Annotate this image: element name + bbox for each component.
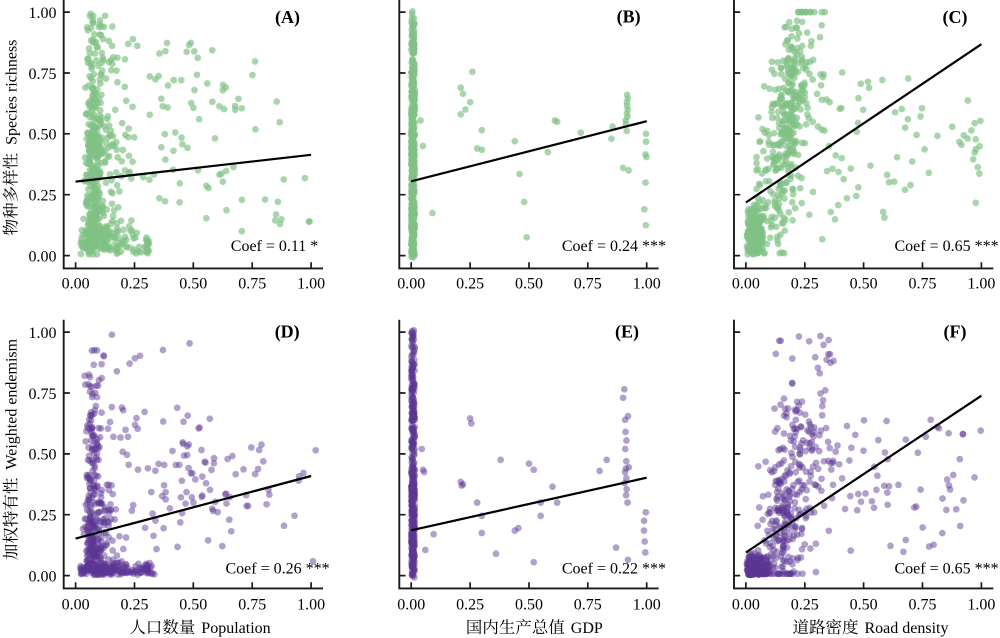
svg-text:0.00: 0.00	[29, 248, 57, 265]
svg-text:0.25: 0.25	[29, 508, 57, 525]
svg-text:(B): (B)	[617, 7, 641, 28]
svg-text:0.25: 0.25	[29, 188, 57, 205]
svg-text:(A): (A)	[275, 7, 300, 28]
svg-text:(D): (D)	[275, 322, 300, 343]
svg-text:0.75: 0.75	[909, 597, 937, 614]
svg-text:0.50: 0.50	[29, 127, 57, 144]
svg-text:0.25: 0.25	[456, 276, 484, 293]
svg-text:0.25: 0.25	[121, 276, 149, 293]
svg-text:Road density: Road density	[865, 620, 949, 637]
svg-text:(F): (F)	[944, 322, 967, 343]
svg-text:0.50: 0.50	[179, 276, 207, 293]
svg-text:(C): (C)	[943, 7, 968, 28]
svg-text:0.75: 0.75	[29, 66, 57, 83]
svg-text:1.00: 1.00	[967, 597, 995, 614]
svg-text:1.00: 1.00	[967, 276, 995, 293]
svg-text:0.50: 0.50	[850, 597, 878, 614]
svg-text:Coef = 0.65 ***: Coef = 0.65 ***	[894, 238, 998, 255]
svg-text:1.00: 1.00	[297, 276, 325, 293]
svg-text:(E): (E)	[615, 322, 639, 343]
svg-text:Species richness: Species richness	[4, 40, 21, 145]
svg-text:0.50: 0.50	[29, 447, 57, 464]
svg-text:0.75: 0.75	[574, 597, 602, 614]
svg-text:Coef = 0.24 ***: Coef = 0.24 ***	[562, 238, 666, 255]
svg-text:Weighted endemism: Weighted endemism	[4, 338, 21, 469]
svg-text:1.00: 1.00	[297, 597, 325, 614]
svg-text:1.00: 1.00	[633, 597, 661, 614]
svg-text:0.00: 0.00	[29, 568, 57, 585]
svg-text:0.25: 0.25	[791, 276, 819, 293]
svg-text:0.25: 0.25	[121, 597, 149, 614]
svg-text:1.00: 1.00	[29, 325, 57, 342]
svg-text:0.75: 0.75	[238, 597, 266, 614]
svg-text:0.50: 0.50	[179, 597, 207, 614]
svg-text:0.00: 0.00	[732, 597, 760, 614]
svg-text:Population: Population	[201, 620, 270, 637]
svg-text:Coef = 0.26 ***: Coef = 0.26 ***	[225, 561, 329, 578]
svg-text:1.00: 1.00	[29, 5, 57, 22]
svg-text:0.00: 0.00	[397, 276, 425, 293]
svg-text:Coef = 0.11 *: Coef = 0.11 *	[231, 238, 319, 255]
svg-text:0.50: 0.50	[515, 597, 543, 614]
svg-text:0.25: 0.25	[791, 597, 819, 614]
svg-text:0.00: 0.00	[62, 597, 90, 614]
svg-text:GDP: GDP	[571, 620, 603, 637]
svg-text:Coef = 0.65 ***: Coef = 0.65 ***	[894, 561, 998, 578]
svg-text:0.75: 0.75	[238, 276, 266, 293]
svg-text:0.50: 0.50	[515, 276, 543, 293]
svg-text:0.75: 0.75	[909, 276, 937, 293]
svg-text:Coef = 0.22 ***: Coef = 0.22 ***	[562, 561, 666, 578]
svg-text:0.00: 0.00	[62, 276, 90, 293]
svg-text:1.00: 1.00	[633, 276, 661, 293]
svg-text:0.00: 0.00	[732, 276, 760, 293]
svg-text:0.50: 0.50	[850, 276, 878, 293]
svg-text:0.75: 0.75	[574, 276, 602, 293]
svg-text:0.00: 0.00	[397, 597, 425, 614]
svg-text:0.75: 0.75	[29, 386, 57, 403]
svg-text:0.25: 0.25	[456, 597, 484, 614]
